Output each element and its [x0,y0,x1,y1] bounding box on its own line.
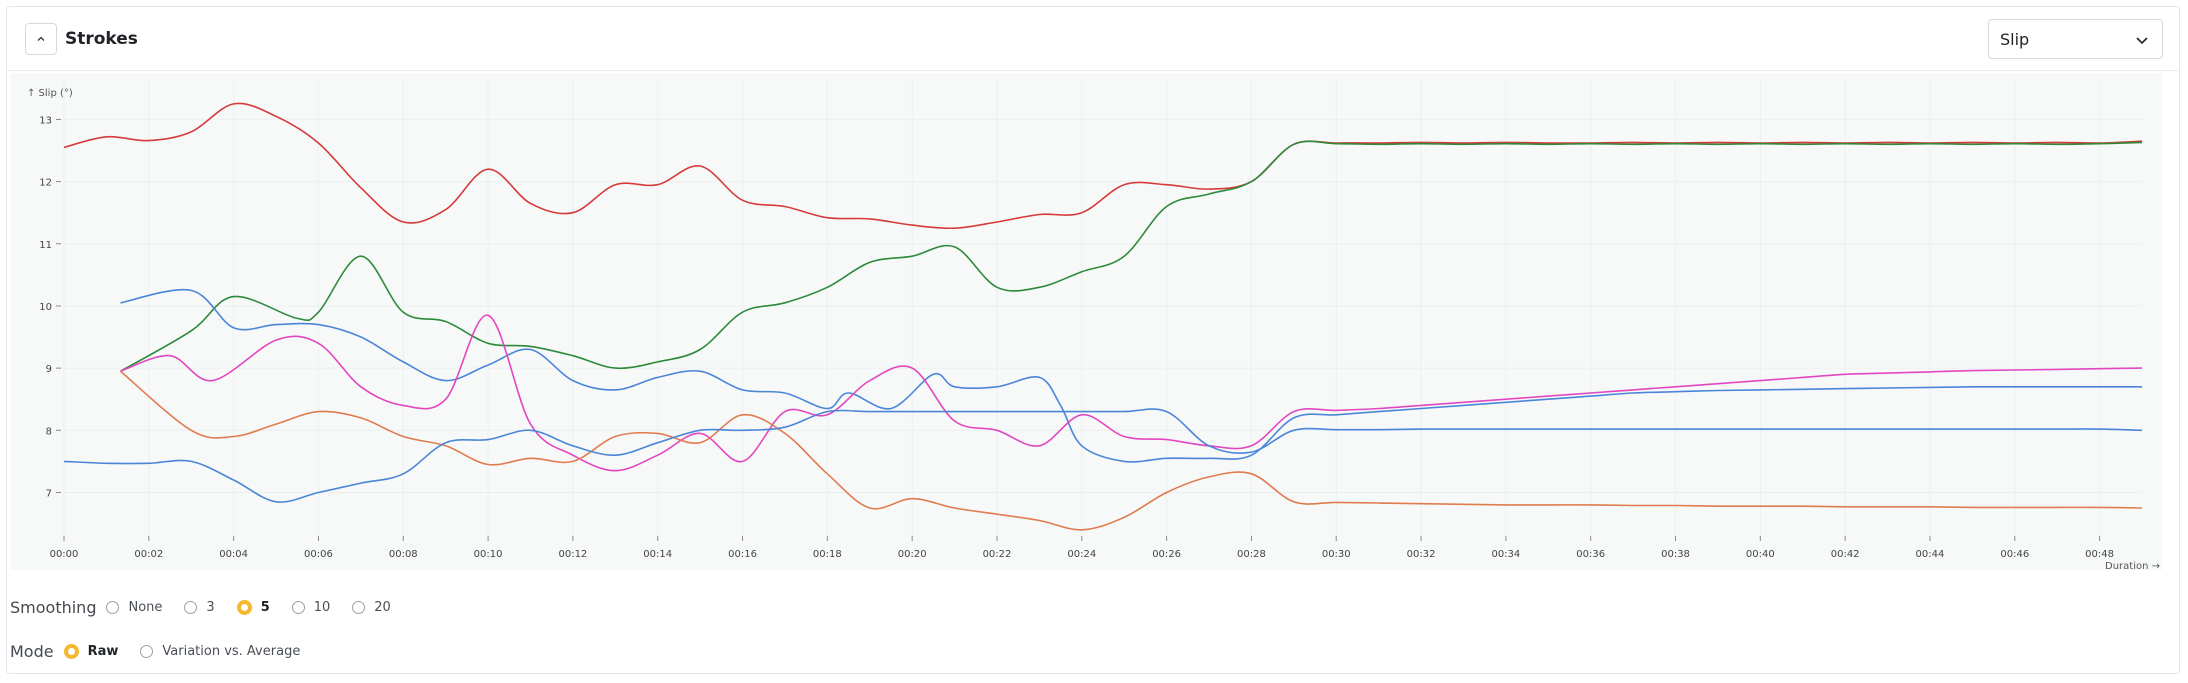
y-tick-label: 12 [39,178,52,189]
mode-option-raw[interactable]: Raw [63,643,119,659]
series-line [63,408,2143,503]
y-tick-label: 11 [39,240,52,251]
smoothing-control: Smoothing None 3 5 10 20 [10,594,413,620]
smoothing-label: Smoothing [10,597,97,617]
smoothing-option-10[interactable]: 10 [291,599,331,615]
chart-area: 00:00 00:02 00:04 00:06 00:08 00:10 00:12 00:14… [10,73,2162,572]
series-line [63,102,2143,230]
smoothing-radio-none[interactable] [106,600,120,614]
x-tick-label: 00:08 [389,549,418,560]
mode-option-label: Variation vs. Average [162,643,301,659]
smoothing-option-label: 20 [374,599,391,615]
x-tick-label: 00:40 [1746,549,1775,560]
x-tick-label: 00:48 [2085,549,2114,560]
smoothing-option-label: 5 [260,599,270,615]
x-tick-label: 00:28 [1237,549,1266,560]
x-tick-label: 00:42 [1831,549,1860,560]
y-tick-label: 8 [46,426,52,437]
x-tick-label: 00:38 [1661,549,1690,560]
mode-label: Mode [10,641,54,661]
mode-option-variation[interactable]: Variation vs. Average [140,644,300,659]
series-line [120,288,2142,463]
series-line [120,140,2143,372]
smoothing-option-label: 3 [206,599,215,615]
y-tick-label: 10 [39,302,52,313]
mode-radio-variation[interactable] [140,644,154,658]
y-tick-label: 7 [46,488,52,499]
x-tick-label: 00:16 [728,549,757,560]
smoothing-option-label: None [128,599,163,615]
x-tick-label: 00:20 [898,549,927,560]
x-tick-label: 00:06 [304,549,333,560]
y-axis-label: ↑ Slip (°) [27,88,73,99]
x-tick-label: 00:30 [1322,549,1351,560]
y-tick-label: 13 [39,115,52,126]
x-tick-label: 00:02 [134,549,163,560]
x-tick-label: 00:00 [50,549,79,560]
x-tick-label: 00:32 [1407,549,1436,560]
smoothing-radio-3[interactable] [184,600,198,614]
x-axis-label: Duration → [2105,561,2160,570]
series-line [119,370,2143,531]
smoothing-option-label: 10 [313,599,331,615]
x-tick-label: 00:10 [474,549,503,560]
smoothing-radio-20[interactable] [352,600,366,614]
mode-control: Mode Raw Variation vs. Average [10,638,322,664]
x-tick-label: 00:34 [1491,549,1520,560]
smoothing-option-3[interactable]: 3 [184,599,215,615]
chevron-up-icon [37,36,45,41]
x-tick-label: 00:44 [1916,549,1945,560]
x-tick-label: 00:18 [813,549,842,560]
smoothing-radio-5[interactable] [236,599,252,615]
x-tick-label: 00:14 [643,549,672,560]
mode-option-label: Raw [87,643,119,659]
series-line [120,314,2143,472]
x-tick-label: 00:36 [1576,549,1605,560]
x-tick-label: 00:04 [219,549,248,560]
y-tick-label: 9 [46,364,52,375]
x-tick-label: 00:22 [983,549,1012,560]
metric-select-value: Slip [2000,30,2030,49]
metric-select[interactable]: Slip [1988,19,2163,59]
smoothing-radio-10[interactable] [291,600,305,614]
x-tick-label: 00:46 [2000,549,2029,560]
x-tick-label: 00:12 [558,549,587,560]
smoothing-option-5[interactable]: 5 [236,599,270,615]
panel-title: Strokes [65,29,138,49]
x-tick-label: 00:26 [1152,549,1181,560]
collapse-button[interactable] [25,23,57,55]
x-tick-label: 00:24 [1067,549,1096,560]
slip-line-chart: 00:00 00:02 00:04 00:06 00:08 00:10 00:12 00:14… [27,79,2160,572]
chevron-down-icon [2136,37,2148,45]
smoothing-option-none[interactable]: None [106,600,162,615]
smoothing-option-20[interactable]: 20 [352,600,391,615]
mode-radio-raw[interactable] [63,643,79,659]
panel-header: Strokes Slip [7,7,2179,71]
